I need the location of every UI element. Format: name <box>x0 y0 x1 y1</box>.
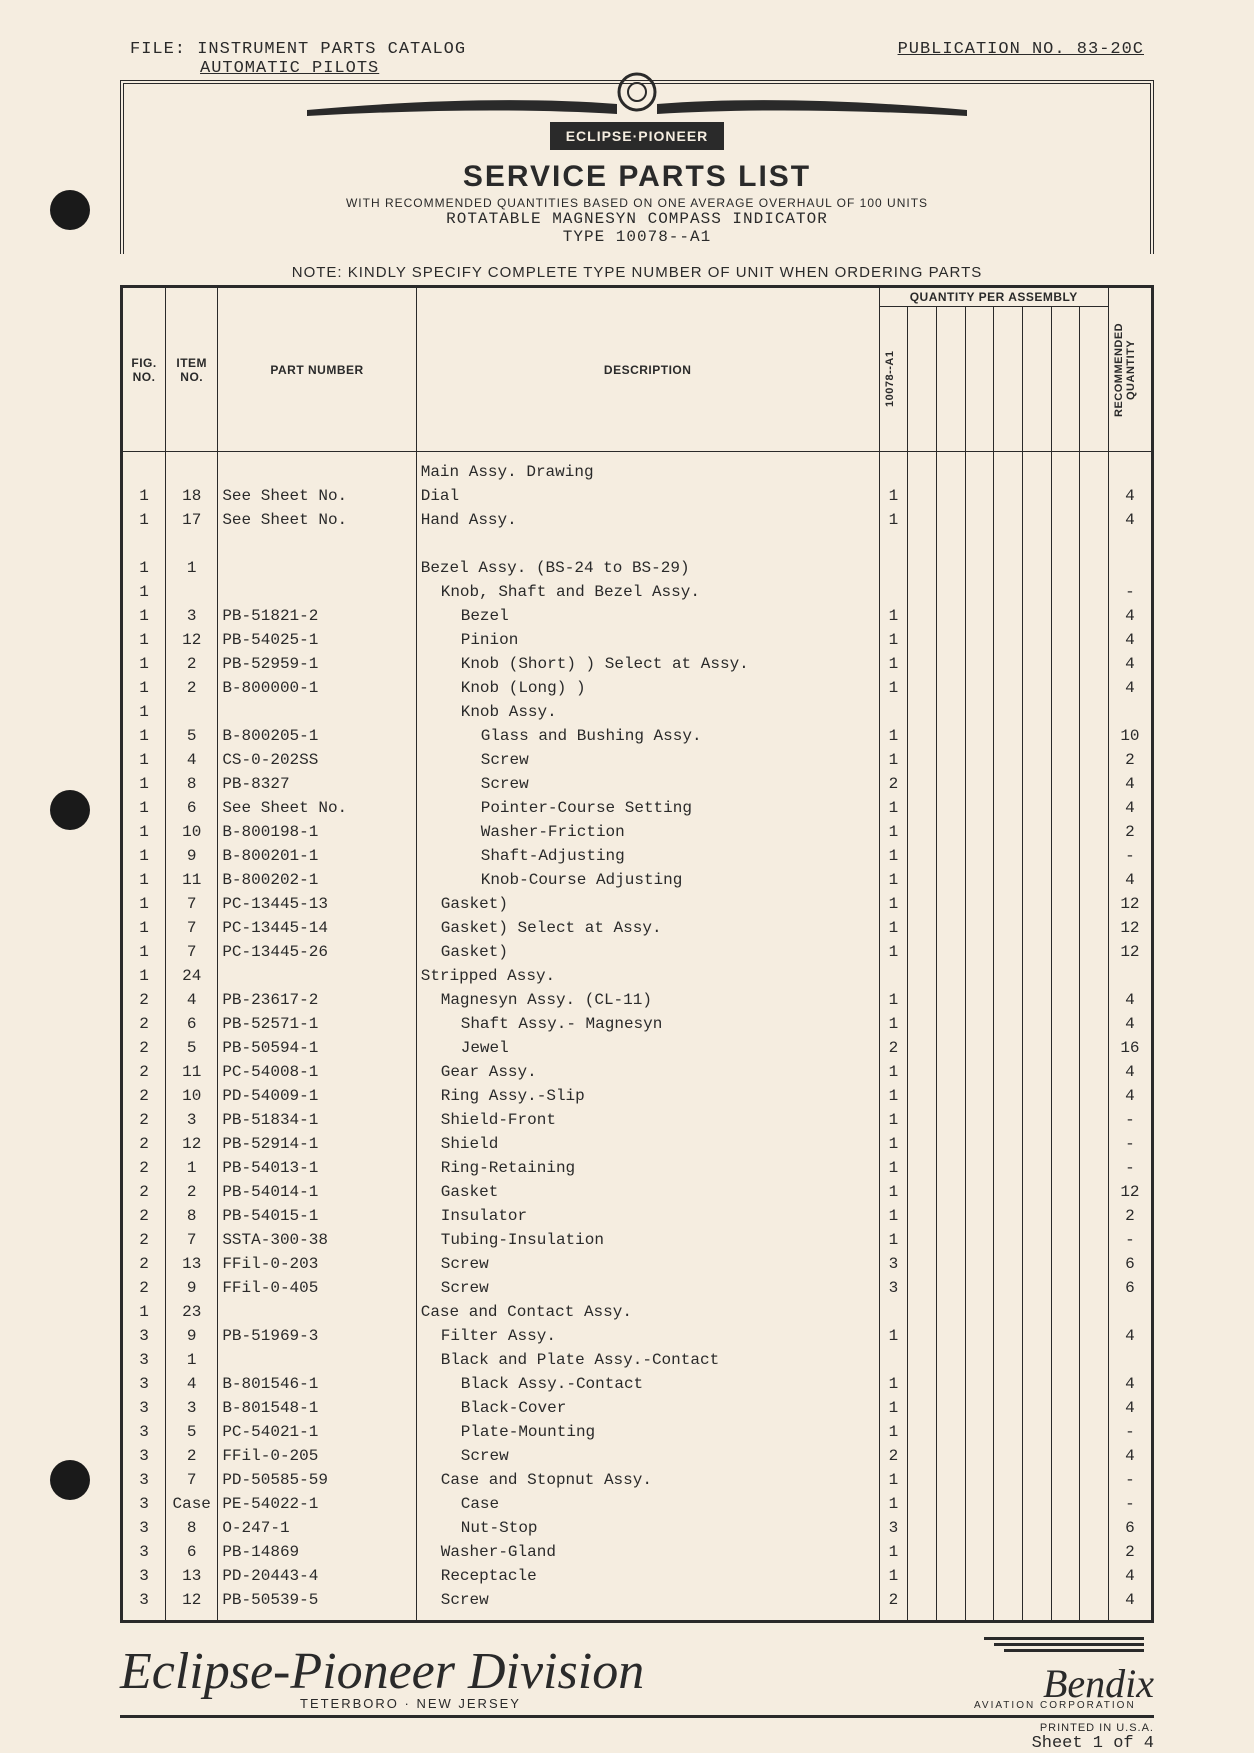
subtitle3: TYPE 10078--A1 <box>124 228 1150 246</box>
printed-line: PRINTED IN U.S.A. <box>120 1722 1154 1734</box>
table-row: 17PC-13445-14Gasket) Select at Assy.112 <box>122 916 1153 940</box>
bendix-block: Bendix AVIATION CORPORATION <box>974 1633 1154 1711</box>
table-row: 112PB-54025-1Pinion14 <box>122 628 1153 652</box>
table-row: 211PC-54008-1Gear Assy.14 <box>122 1060 1153 1084</box>
file-title: INSTRUMENT PARTS CATALOG <box>197 40 466 59</box>
subtitle2: ROTATABLE MAGNESYN COMPASS INDICATOR <box>124 210 1150 228</box>
brand-badge: ECLIPSE·PIONEER <box>550 122 725 150</box>
table-row: 17PC-13445-26Gasket)112 <box>122 940 1153 964</box>
punch-hole <box>50 190 90 230</box>
table-body: Main Assy. Drawing118See Sheet No.Dial14… <box>122 452 1153 1622</box>
table-row: 118See Sheet No.Dial14 <box>122 484 1153 508</box>
division-block: Eclipse-Pioneer Division TETERBORO · NEW… <box>120 1649 644 1711</box>
table-row: 312PB-50539-5Screw24 <box>122 1588 1153 1622</box>
qcol-blank <box>1022 307 1051 452</box>
ordering-note: NOTE: KINDLY SPECIFY COMPLETE TYPE NUMBE… <box>120 264 1154 281</box>
table-row: 13PB-51821-2Bezel14 <box>122 604 1153 628</box>
division-location: TETERBORO · NEW JERSEY <box>300 1696 644 1711</box>
table-row: 32FFil-0-205Screw24 <box>122 1444 1153 1468</box>
table-row: 111B-800202-1Knob-Course Adjusting14 <box>122 868 1153 892</box>
bendix-sub: AVIATION CORPORATION <box>974 1700 1154 1711</box>
table-row: 26PB-52571-1Shaft Assy.- Magnesyn14 <box>122 1012 1153 1036</box>
punch-hole <box>50 1460 90 1500</box>
bendix-wings-icon <box>974 1633 1154 1663</box>
qcol-blank <box>994 307 1023 452</box>
table-row: 37PD-50585-59Case and Stopnut Assy.1- <box>122 1468 1153 1492</box>
table-row: Main Assy. Drawing <box>122 452 1153 485</box>
table-row: 38O-247-1Nut-Stop36 <box>122 1516 1153 1540</box>
table-row: 17PC-13445-13Gasket)112 <box>122 892 1153 916</box>
table-row: 1Knob Assy. <box>122 700 1153 724</box>
table-row: 29FFil-0-405Screw36 <box>122 1276 1153 1300</box>
table-header: FIG. NO. ITEM NO. PART NUMBER DESCRIPTIO… <box>122 287 1153 452</box>
col-item: ITEM NO. <box>166 287 218 452</box>
table-row: 212PB-52914-1Shield1- <box>122 1132 1153 1156</box>
table-row: 117See Sheet No.Hand Assy.14 <box>122 508 1153 532</box>
table-row: 21PB-54013-1Ring-Retaining1- <box>122 1156 1153 1180</box>
table-row: 123Case and Contact Assy. <box>122 1300 1153 1324</box>
table-row: 1Knob, Shaft and Bezel Assy.- <box>122 580 1153 604</box>
qcol-1: 10078--A1 <box>879 307 908 452</box>
title-frame: ECLIPSE·PIONEER SERVICE PARTS LIST WITH … <box>120 80 1154 254</box>
table-row: 35PC-54021-1Plate-Mounting1- <box>122 1420 1153 1444</box>
table-row: 34B-801546-1Black Assy.-Contact14 <box>122 1372 1153 1396</box>
table-row: 39PB-51969-3Filter Assy.14 <box>122 1324 1153 1348</box>
table-row: 18PB-8327Screw24 <box>122 772 1153 796</box>
table-row: 16See Sheet No.Pointer-Course Setting14 <box>122 796 1153 820</box>
col-rec: RECOMMENDED QUANTITY <box>1108 287 1152 452</box>
table-row: 124Stripped Assy. <box>122 964 1153 988</box>
table-row: 28PB-54015-1Insulator12 <box>122 1204 1153 1228</box>
table-row: 31Black and Plate Assy.-Contact <box>122 1348 1153 1372</box>
table-row: 11Bezel Assy. (BS-24 to BS-29) <box>122 556 1153 580</box>
qcol-blank <box>1051 307 1080 452</box>
table-row: 25PB-50594-1Jewel216 <box>122 1036 1153 1060</box>
table-row: 36PB-14869Washer-Gland12 <box>122 1540 1153 1564</box>
punch-hole <box>50 790 90 830</box>
table-row: 23PB-51834-1Shield-Front1- <box>122 1108 1153 1132</box>
page-title: SERVICE PARTS LIST <box>124 160 1150 194</box>
table-row: 12PB-52959-1Knob (Short) ) Select at Ass… <box>122 652 1153 676</box>
file-label: FILE: <box>130 40 186 59</box>
page: FILE: INSTRUMENT PARTS CATALOG AUTOMATIC… <box>0 0 1254 1621</box>
col-qty-super: QUANTITY PER ASSEMBLY <box>879 287 1108 307</box>
table-row: 27SSTA-300-38Tubing-Insulation1- <box>122 1228 1153 1252</box>
division-name: Eclipse-Pioneer Division <box>120 1649 644 1696</box>
table-row: 33B-801548-1Black-Cover14 <box>122 1396 1153 1420</box>
footer: Eclipse-Pioneer Division TETERBORO · NEW… <box>120 1633 1154 1718</box>
col-desc: DESCRIPTION <box>416 287 879 452</box>
sheet-number: Sheet 1 of 4 <box>120 1734 1154 1753</box>
table-row: 24PB-23617-2Magnesyn Assy. (CL-11)14 <box>122 988 1153 1012</box>
qcol-blank <box>936 307 965 452</box>
table-row: 3CasePE-54022-1Case1- <box>122 1492 1153 1516</box>
subtitle: WITH RECOMMENDED QUANTITIES BASED ON ONE… <box>124 196 1150 210</box>
table-row: 15B-800205-1Glass and Bushing Assy.110 <box>122 724 1153 748</box>
table-row: 313PD-20443-4Receptacle14 <box>122 1564 1153 1588</box>
table-row: 19B-800201-1Shaft-Adjusting1- <box>122 844 1153 868</box>
bendix-name: Bendix <box>974 1668 1154 1700</box>
table-row: 12B-800000-1Knob (Long) )14 <box>122 676 1153 700</box>
col-fig: FIG. NO. <box>122 287 166 452</box>
qcol-blank <box>908 307 937 452</box>
logo-band: ECLIPSE·PIONEER <box>124 72 1150 158</box>
qcol-blank <box>1080 307 1109 452</box>
table-row: 14CS-0-202SSScrew12 <box>122 748 1153 772</box>
qcol-blank <box>965 307 994 452</box>
table-row: 213FFil-0-203Screw36 <box>122 1252 1153 1276</box>
col-part: PART NUMBER <box>218 287 416 452</box>
table-row <box>122 532 1153 556</box>
parts-table: FIG. NO. ITEM NO. PART NUMBER DESCRIPTIO… <box>120 285 1154 1623</box>
table-row: 110B-800198-1Washer-Friction12 <box>122 820 1153 844</box>
table-row: 210PD-54009-1Ring Assy.-Slip14 <box>122 1084 1153 1108</box>
table-row: 22PB-54014-1Gasket112 <box>122 1180 1153 1204</box>
